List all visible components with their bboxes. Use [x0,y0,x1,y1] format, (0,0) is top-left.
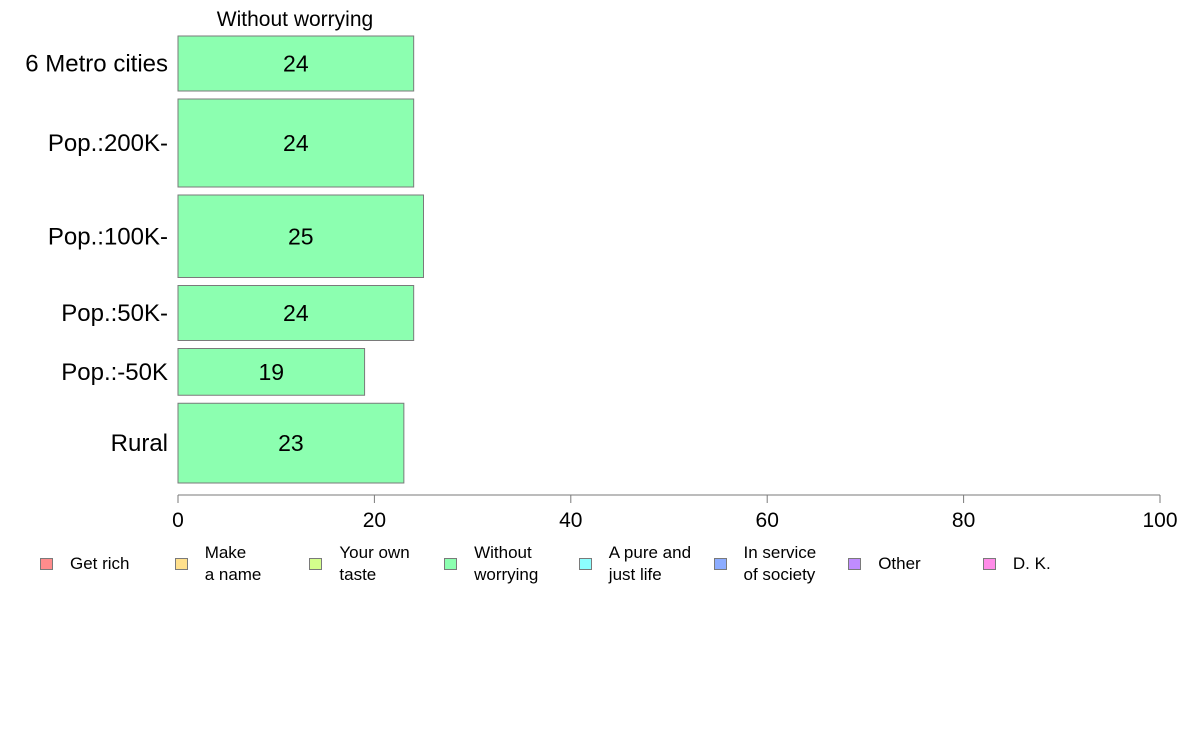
bar [177,348,366,396]
data-label: 25 [288,223,314,249]
legend-item: D. K. [982,540,1051,588]
legend-item: A pure and just life [578,540,692,588]
data-label: 24 [283,300,309,326]
legend-swatch [578,558,592,570]
legend-item: Make a name [174,540,262,588]
legend-label: Your own taste [339,543,410,584]
bar [177,35,415,92]
category-label: Pop.:200K- [48,130,168,157]
data-label: 24 [283,130,309,156]
legend-item: Your own taste [309,540,410,588]
data-label: 24 [283,51,309,77]
legend-swatch [982,558,996,570]
legend-item: Get rich [40,540,130,588]
x-tick-label: 0 [172,509,184,532]
bars-layer: 24 6 Metro cities 24 Pop.:200K- 25 Pop.:100K-… [25,35,424,484]
legend-swatch [174,558,188,570]
legend-swatch [309,558,323,570]
x-tick-label: 80 [952,509,975,532]
x-tick-label: 20 [363,509,386,532]
category-label: Pop.:50K- [61,300,168,327]
category-label: Rural [111,430,168,457]
bar [177,285,415,341]
legend-item: In service of society [713,540,817,588]
data-label: 19 [258,359,284,385]
data-label: 23 [278,430,304,456]
legend-label: D. K. [1012,554,1051,573]
bar-chart: Without worrying 24 6 Metro cities 24 Pop.:… [25,8,1178,532]
legend-swatch [848,558,862,570]
legend-label: A pure and just life [608,543,692,584]
legend-label: In service of society [743,543,817,584]
legend-swatch [444,558,458,570]
legend-item: Without worrying [444,540,538,588]
legend-label: Without worrying [474,543,539,584]
category-label: Pop.:-50K [61,359,168,386]
category-label: 6 Metro cities [25,51,168,78]
bar [177,402,405,484]
legend-label: Get rich [70,554,130,573]
x-axis: 0 20 40 60 80 100 [172,494,1178,532]
legend: Get rich Make a name Your own taste Without… [0,540,1188,600]
legend-swatch [40,558,53,570]
legend-label: Make a name [204,543,262,584]
legend-swatch [713,558,727,570]
x-tick-label: 60 [756,509,779,532]
legend-label: Other [878,554,921,573]
x-tick-label: 100 [1142,509,1177,532]
bar [177,98,415,188]
legend-item: Other [848,540,921,588]
category-label: Pop.:100K- [48,223,168,250]
chart-title: Without worrying [217,8,373,31]
bar [177,194,424,278]
x-tick-label: 40 [559,509,582,532]
